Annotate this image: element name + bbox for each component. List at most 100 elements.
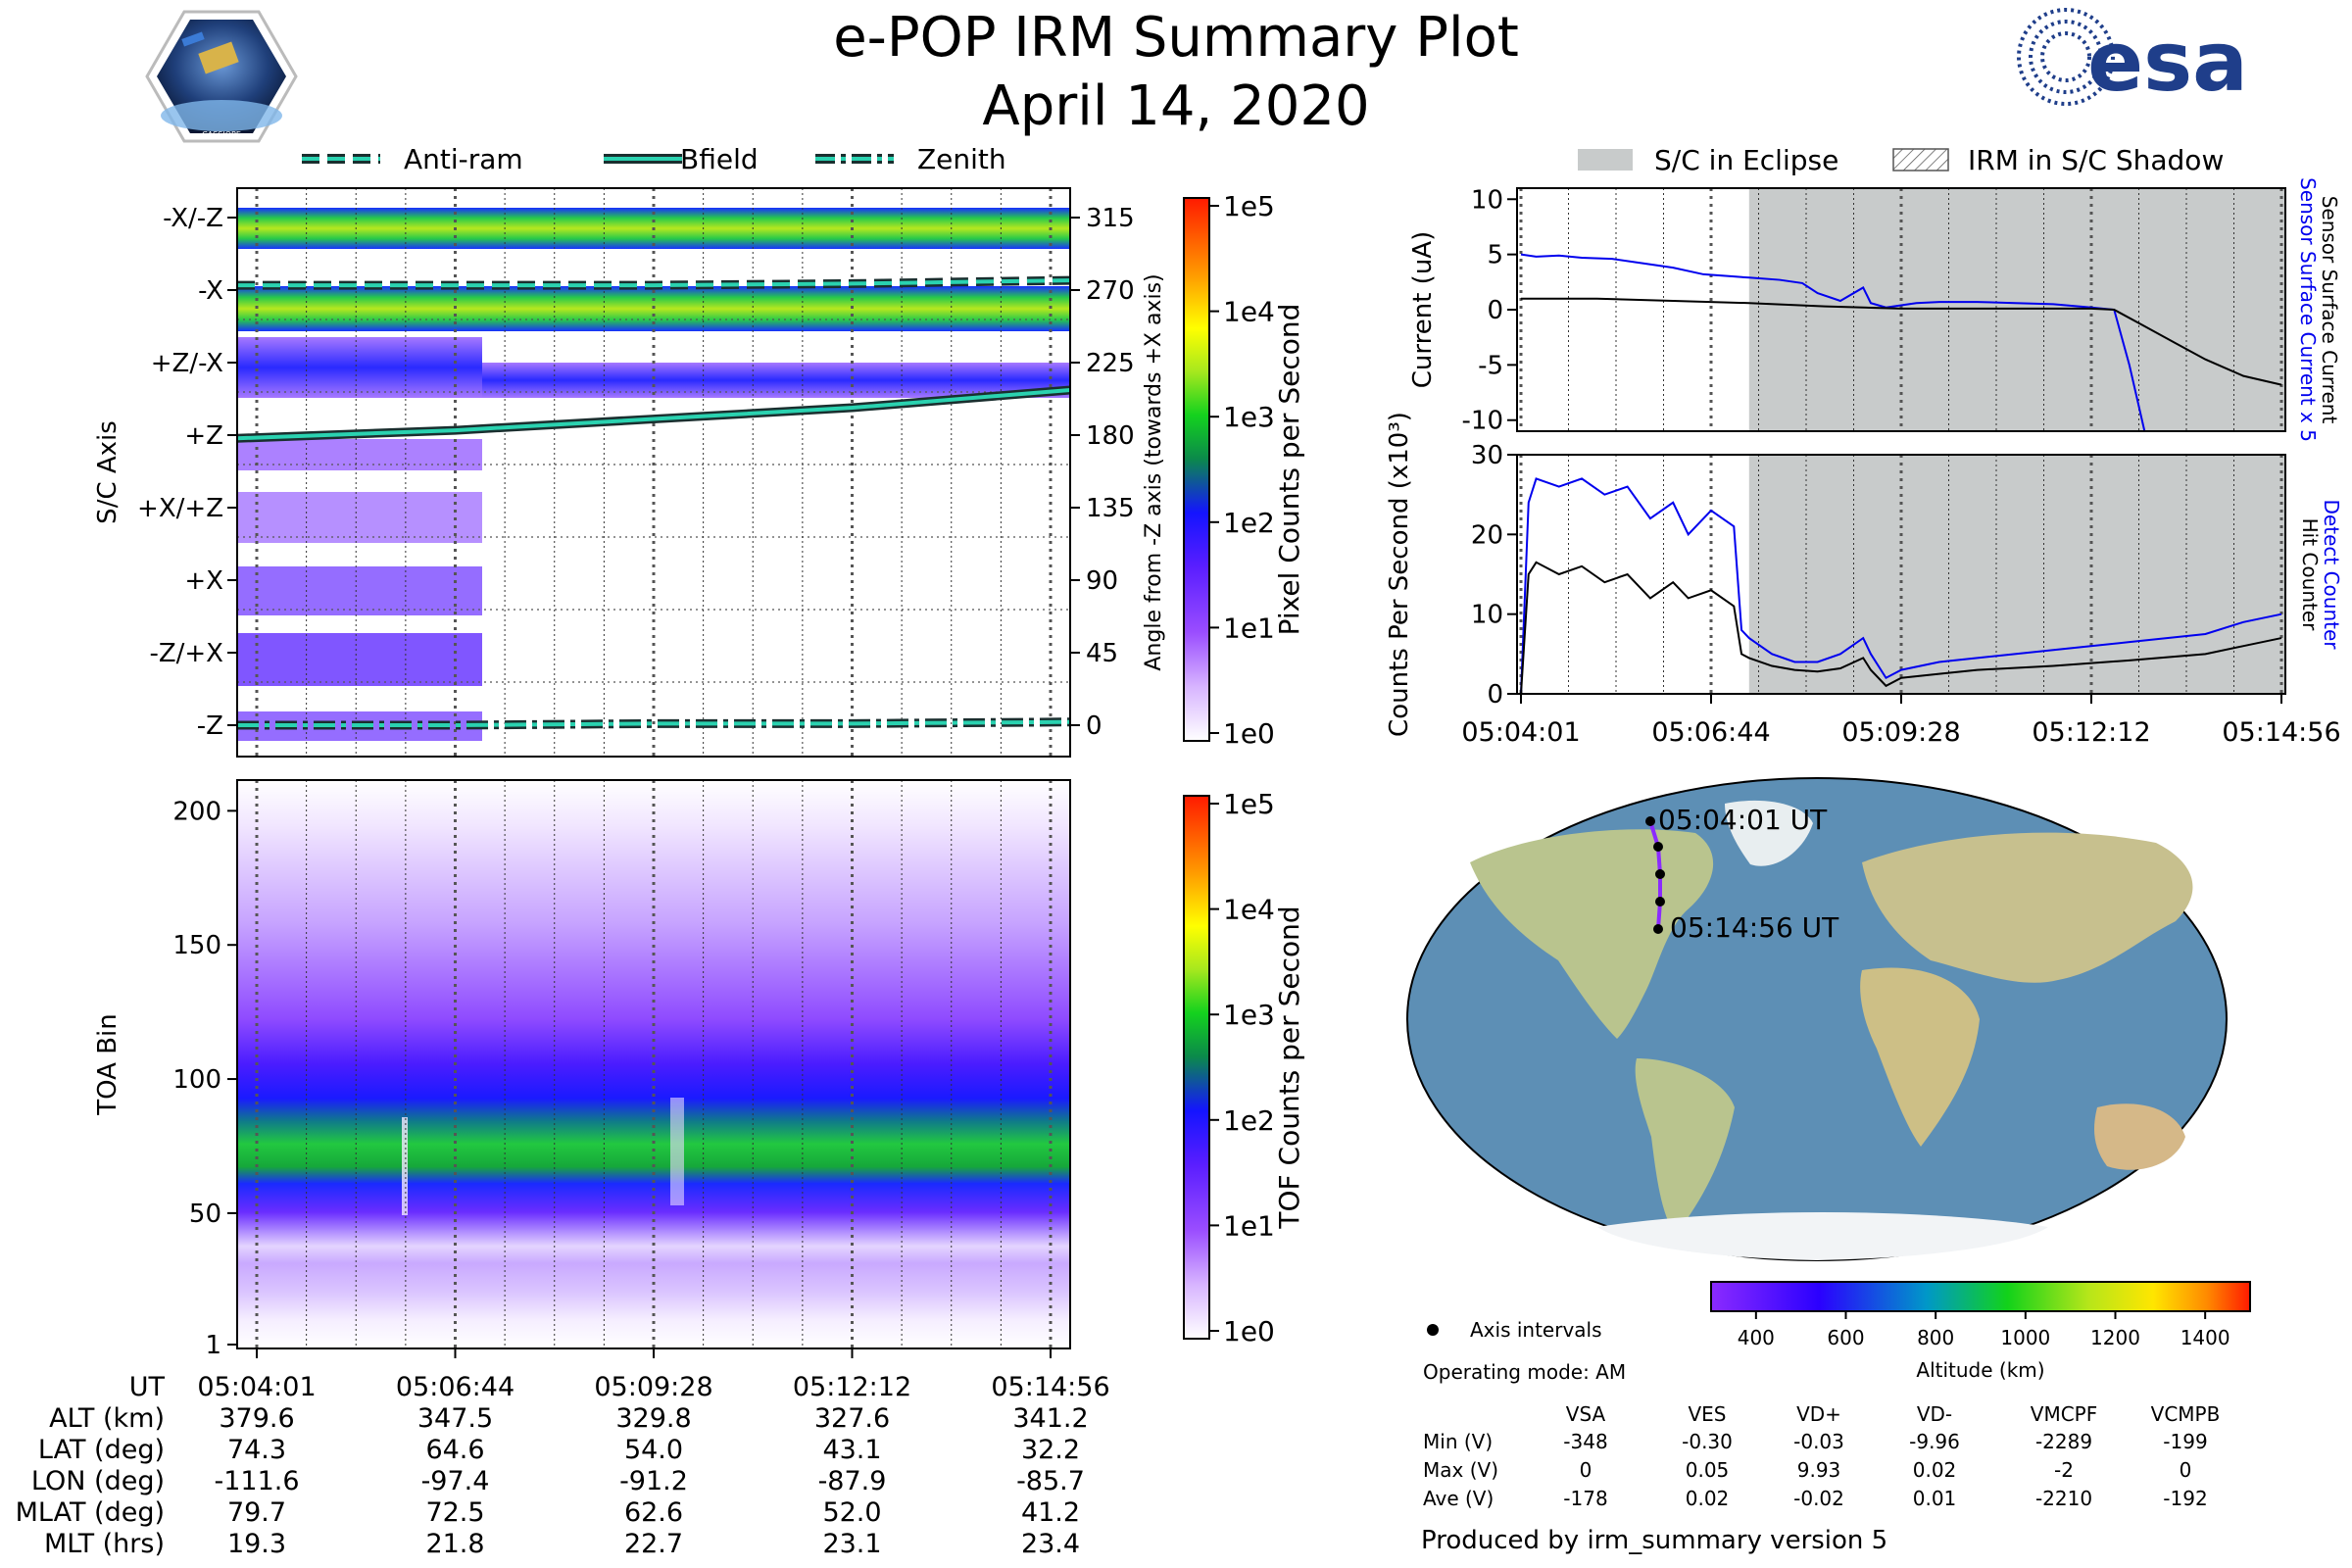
esa-logo: esa: [2017, 8, 2248, 110]
map-australia: [2094, 1103, 2185, 1170]
sc-axis-category-label: +X/+Z: [137, 494, 223, 523]
counts-xtick-label: 05:12:12: [2032, 717, 2150, 748]
ephemeris-value: 74.3: [227, 1435, 286, 1465]
counts-ytick-label: 20: [1471, 520, 1503, 550]
ephemeris-value: 327.6: [814, 1403, 890, 1434]
altitude-tick-label: 800: [1917, 1326, 1954, 1349]
ephemeris-value: 21.8: [425, 1529, 484, 1559]
toa-ytick-label: 100: [172, 1065, 221, 1095]
legend-zenith: Zenith: [815, 143, 1006, 175]
ephemeris-value: 341.2: [1012, 1403, 1088, 1434]
counts-ytick-label: 30: [1471, 441, 1503, 470]
ephemeris-row-label: ALT (km): [49, 1403, 165, 1434]
sc-axis-angle-lines: [236, 275, 1071, 730]
orbit-point-3: [1655, 869, 1665, 879]
tof-colorbar-tick-label: 1e5: [1223, 788, 1275, 820]
counts-xtick-label: 05:06:44: [1651, 717, 1770, 748]
altitude-tick-label: 1000: [2000, 1326, 2050, 1349]
tof-colorbar: 1e5 1e4 1e3 1e2 1e1 1e0 TOF Counts per Second: [1183, 788, 1305, 1348]
voltage-value: -9.96: [1909, 1430, 1960, 1453]
sc-axis-category-label: -Z/+X: [149, 639, 223, 668]
counts-series-blue: [1520, 477, 2282, 695]
altitude-tick-label: 600: [1827, 1326, 1864, 1349]
voltage-value: 0.02: [1686, 1487, 1730, 1510]
ephemeris-value: 79.7: [227, 1497, 286, 1528]
tof-colorbar-ticks: 1e5 1e4 1e3 1e2 1e1 1e0: [1209, 788, 1275, 1348]
sc-axis-y2label: Angle from -Z axis (towards +X axis): [1142, 273, 1166, 670]
ephemeris-value: 23.1: [822, 1529, 881, 1559]
pixel-colorbar-tick-label: 1e5: [1223, 190, 1275, 222]
voltage-value: -199: [2163, 1430, 2207, 1453]
sc-axis-category-label: -Z: [197, 711, 223, 741]
sc-axis-band-5: [237, 492, 482, 543]
footer-text: Produced by irm_summary version 5: [1421, 1526, 1887, 1555]
toa-ytick-label: 200: [172, 797, 221, 826]
voltage-row-label: Max (V): [1423, 1458, 1498, 1482]
voltage-value: 0: [1580, 1458, 1592, 1482]
ephemeris-value: 52.0: [822, 1497, 881, 1528]
ephemeris-value: -111.6: [214, 1466, 299, 1496]
ephemeris-value: 62.6: [624, 1497, 683, 1528]
toa-ylabel: TOA Bin: [93, 1013, 122, 1115]
altitude-colorbar-label: Altitude (km): [1916, 1358, 2044, 1382]
current-ytick-label: 0: [1487, 296, 1503, 325]
current-right-label-blue: Sensor Surface Current x 5: [2296, 177, 2320, 442]
counts-xtick-label: 05:04:01: [1461, 717, 1580, 748]
toa-gap-2: [670, 1098, 684, 1205]
voltage-value: 9.93: [1797, 1458, 1841, 1482]
pixel-colorbar-tick-label: 1e0: [1223, 717, 1275, 750]
sc-axis-angle-tick-labels: 315 270 225 180 135 90 45 0: [1086, 204, 1135, 741]
legend-shadow-label: IRM in S/C Shadow: [1968, 144, 2224, 176]
ephemeris-value: 329.8: [615, 1403, 691, 1434]
voltage-value: -0.03: [1793, 1430, 1844, 1453]
sc-axis-category-label: -X: [198, 276, 223, 306]
toa-xtick-labels: 05:04:01 05:06:44 05:09:28 05:12:12 05:14:56: [197, 1372, 1109, 1402]
ephemeris-row-label: LAT (deg): [38, 1435, 165, 1465]
angle-line-anti-ram: [237, 278, 1071, 288]
tof-colorbar-tick-label: 1e0: [1223, 1315, 1275, 1348]
altitude-colorbar-gradient: [1710, 1281, 2251, 1312]
current-ytick-label: 5: [1487, 241, 1503, 270]
angle-legend: Anti-ram Bfield Zenith: [302, 143, 1006, 175]
altitude-tick-label: 1200: [2090, 1326, 2140, 1349]
current-right-label-black: Sensor Surface Current: [2318, 196, 2341, 424]
ephemeris-value: 19.3: [227, 1529, 286, 1559]
sc-axis-ytick-labels: -X/-Z -X +Z/-X +Z +X/+Z +X -Z/+X -Z: [137, 204, 223, 741]
pixel-colorbar-gradient: [1183, 197, 1210, 742]
world-map: 05:04:01 UT 05:14:56 UT: [1406, 777, 2228, 1261]
legend-shadow-swatch: [1892, 148, 1949, 172]
voltage-column-header: VES: [1688, 1402, 1726, 1426]
legend-eclipse-swatch: [1578, 149, 1633, 171]
page-date: April 14, 2020: [982, 74, 1369, 138]
sc-axis-band-4: [237, 439, 482, 470]
ephemeris-value: 64.6: [425, 1435, 484, 1465]
sc-axis-frame: [236, 187, 1071, 758]
pixel-colorbar-tick-label: 1e4: [1223, 296, 1275, 328]
mission-logo: CASSIOPE: [145, 10, 298, 143]
current-ytick-label: -10: [1462, 407, 1503, 436]
ephemeris-value: -85.7: [1016, 1466, 1085, 1496]
map-greenland: [1725, 800, 1813, 866]
pixel-colorbar-tick-label: 1e3: [1223, 401, 1275, 433]
ephemeris-value: -87.9: [818, 1466, 887, 1496]
sc-axis-angle-label: 180: [1086, 421, 1135, 451]
voltage-value: -0.30: [1682, 1430, 1733, 1453]
voltage-table: VSA VES VD+ VD- VMCPF VCMPB Min (V) -348 -0.30 -0…: [1423, 1402, 2220, 1510]
current-grid: [1507, 188, 2283, 431]
orbit-point-start: [1645, 816, 1655, 826]
current-series-blue: [1520, 253, 2146, 432]
ephemeris-value: 379.6: [219, 1403, 294, 1434]
orbit-point-4: [1655, 897, 1665, 906]
map-africa: [1860, 967, 1980, 1147]
ephemeris-value: 54.0: [624, 1435, 683, 1465]
ephemeris-value: 72.5: [425, 1497, 484, 1528]
voltage-value: 0.01: [1913, 1487, 1957, 1510]
counts-panel: 30 20 10 0 05:04:01 05:06:44 05:09:28 05:12:12…: [1385, 412, 2343, 748]
ephemeris-value: 23.4: [1021, 1529, 1080, 1559]
toa-xtick-label: 05:09:28: [594, 1372, 712, 1402]
ephemeris-value: 22.7: [624, 1529, 683, 1559]
pixel-colorbar: 1e5 1e4 1e3 1e2 1e1 1e0 Pixel Counts per Seco…: [1183, 190, 1305, 750]
counts-ytick-label: 10: [1471, 601, 1503, 630]
